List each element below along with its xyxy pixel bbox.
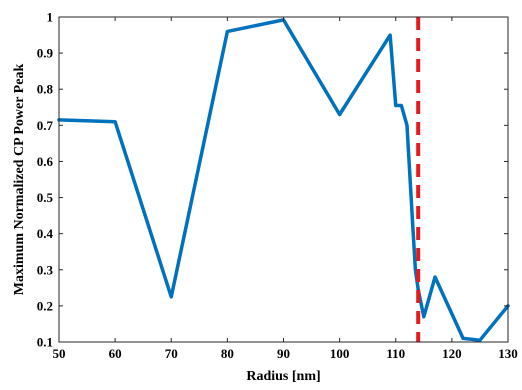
series-line-1 <box>57 18 510 342</box>
y-tick-label: 0.6 <box>37 154 54 169</box>
y-tick-label: 0.1 <box>37 335 53 350</box>
y-tick-label: 0.2 <box>37 298 53 313</box>
x-tick-label: 100 <box>330 346 350 361</box>
y-tick-label: 1 <box>47 10 54 25</box>
x-tick-label: 130 <box>498 346 518 361</box>
y-tick-label: 0.8 <box>37 82 54 97</box>
y-axis-label: Maximum Normalized CP Power Peak <box>12 64 27 296</box>
x-tick-label: 90 <box>277 346 290 361</box>
x-tick-label: 70 <box>165 346 178 361</box>
y-tick-label: 0.7 <box>37 118 54 133</box>
x-tick-label: 60 <box>109 346 122 361</box>
x-tick-label: 80 <box>221 346 234 361</box>
y-tick-label: 0.3 <box>37 262 54 277</box>
x-tick-label: 110 <box>386 346 405 361</box>
x-tick-label: 120 <box>442 346 462 361</box>
x-axis-label: Radius [nm] <box>246 369 320 384</box>
y-tick-label: 0.4 <box>37 226 54 241</box>
x-tick-label: 50 <box>53 346 66 361</box>
y-tick-label: 0.5 <box>37 190 54 205</box>
y-tick-label: 0.9 <box>37 46 54 61</box>
